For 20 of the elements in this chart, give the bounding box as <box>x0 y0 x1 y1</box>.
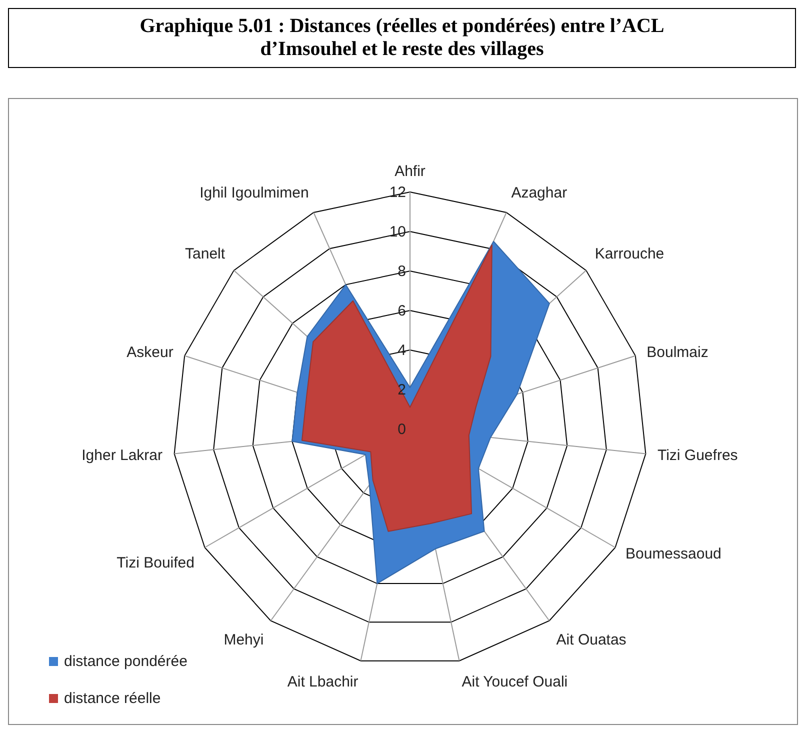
spoke-label: Azaghar <box>511 184 568 202</box>
y-tick-label: 2 <box>398 382 406 398</box>
spoke-label: Boumessaoud <box>626 545 722 562</box>
spoke-label: Ait Youcef Ouali <box>462 673 568 690</box>
spoke-label: Tanelt <box>185 245 226 262</box>
y-tick-label: 0 <box>398 421 406 438</box>
spoke-label: Karrouche <box>594 245 664 262</box>
legend-label: distance réelle <box>64 690 161 707</box>
spoke-label: Tizi Guefres <box>657 447 738 464</box>
chart-title: Graphique 5.01 : Distances (réelles et pondérées) entre l’ACL d’Imsouhel et le reste des villages <box>8 8 796 68</box>
spoke-label: Tizi Bouifed <box>116 554 194 572</box>
spoke-label: Askeur <box>126 344 174 362</box>
spoke-label: Ait Lbachir <box>287 673 358 690</box>
spoke-label: Igher Lakrar <box>82 447 163 464</box>
spoke-label: Boulmaiz <box>646 344 708 362</box>
spoke-label: Ighil Igoulmimen <box>200 184 309 202</box>
spoke-label: Mehyi <box>224 631 264 648</box>
spoke-label: Ahfir <box>394 163 426 180</box>
spoke-label: Ait Ouatas <box>556 631 626 648</box>
legend-label: distance pondérée <box>64 653 188 670</box>
